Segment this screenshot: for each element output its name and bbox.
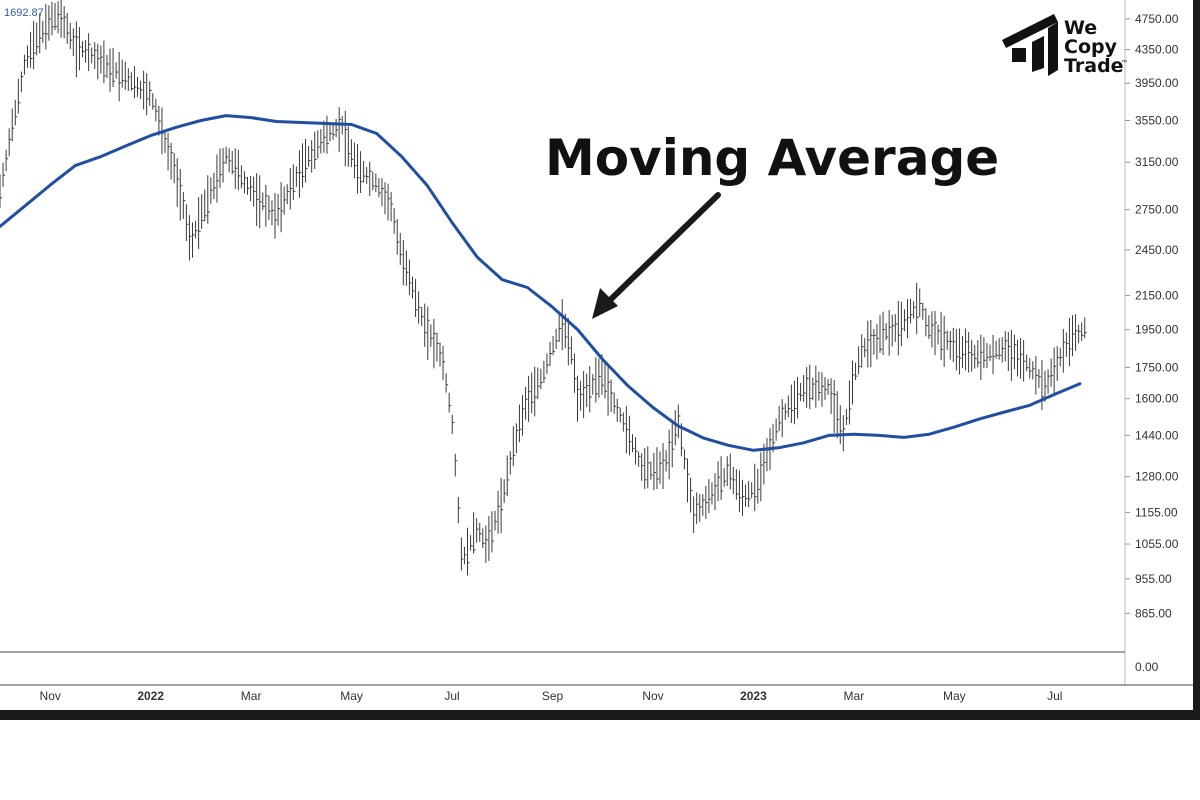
- y-tick-label: 3950.00: [1135, 76, 1179, 90]
- right-bar: [1193, 0, 1200, 720]
- y-tick-label: 1600.00: [1135, 392, 1179, 406]
- y-tick-label: 1750.00: [1135, 360, 1179, 374]
- moving-average-line: [0, 114, 1082, 452]
- logo-mark-icon: [1002, 14, 1058, 76]
- logo-text-copy: Copy: [1064, 36, 1118, 58]
- x-tick-label: Mar: [241, 689, 262, 703]
- volume-axis-label: 0.00: [1135, 660, 1159, 674]
- y-tick-label: 3550.00: [1135, 113, 1179, 127]
- y-tick-label: 2450.00: [1135, 243, 1179, 257]
- y-tick-label: 4350.00: [1135, 43, 1179, 57]
- y-tick-label: 1280.00: [1135, 470, 1179, 484]
- x-tick-label: 2022: [137, 689, 164, 703]
- logo-text-trade: Trade: [1064, 55, 1124, 77]
- y-tick-label: 1950.00: [1135, 323, 1179, 337]
- price-candles: [0, 0, 1087, 576]
- y-tick-label: 1155.00: [1135, 505, 1178, 519]
- x-tick-label: May: [340, 689, 363, 703]
- annotation-arrow: [592, 192, 721, 319]
- x-tick-label: 2023: [740, 689, 767, 703]
- wecopytrade-logo: We Copy Trade ™: [1002, 14, 1127, 77]
- price-axis[interactable]: 4750.00 4350.00 3950.00 3550.00 3150.00 2750.…: [1125, 12, 1179, 620]
- moving-average-annotation: Moving Average: [545, 129, 999, 187]
- time-axis[interactable]: Nov 2022 Mar May Jul Sep Nov 2023 Mar May Jul: [40, 689, 1063, 703]
- logo-trademark: ™: [1121, 59, 1127, 66]
- y-tick-label: 4750.00: [1135, 12, 1179, 26]
- bottom-bar: [0, 710, 1200, 720]
- x-tick-label: Sep: [542, 689, 564, 703]
- y-tick-label: 865.00: [1135, 606, 1172, 620]
- chart-background: [0, 0, 1200, 720]
- x-tick-label: Nov: [642, 689, 663, 703]
- y-tick-label: 1055.00: [1135, 537, 1179, 551]
- y-tick-label: 1440.00: [1135, 428, 1179, 442]
- y-tick-label: 2750.00: [1135, 203, 1179, 217]
- y-tick-label: 3150.00: [1135, 155, 1179, 169]
- logo-text-we: We: [1064, 17, 1097, 39]
- y-tick-label: 955.00: [1135, 572, 1172, 586]
- last-value-label: 1692.87: [4, 7, 44, 19]
- y-tick-label: 2150.00: [1135, 289, 1179, 303]
- x-tick-label: Jul: [444, 689, 459, 703]
- x-tick-label: Jul: [1047, 689, 1062, 703]
- x-tick-label: May: [943, 689, 966, 703]
- x-tick-label: Mar: [844, 689, 865, 703]
- x-tick-label: Nov: [40, 689, 61, 703]
